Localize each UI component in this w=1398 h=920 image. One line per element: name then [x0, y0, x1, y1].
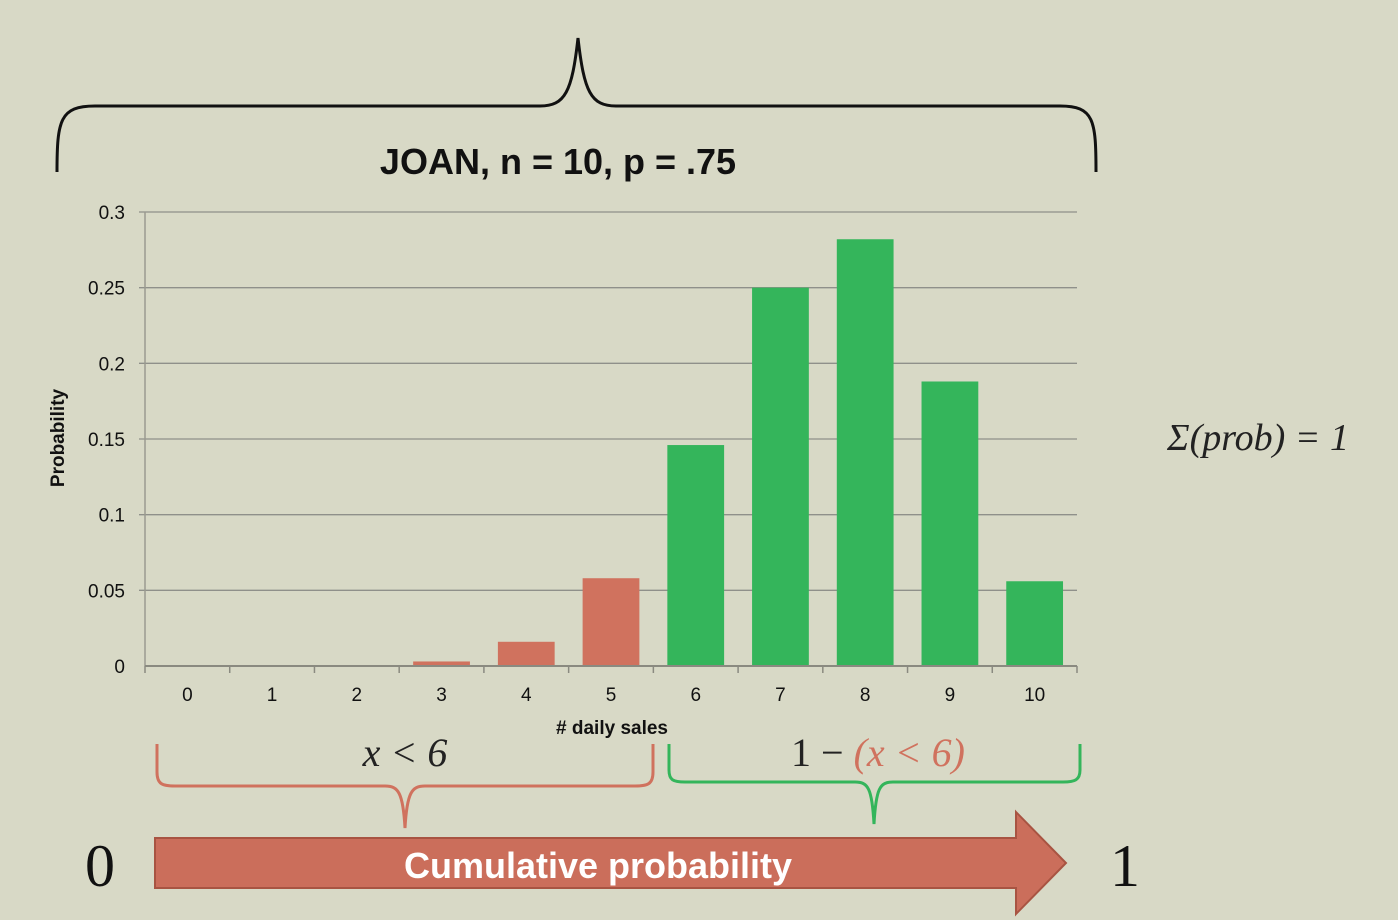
bar-6 [667, 445, 725, 666]
y-tick-label: 0.25 [88, 279, 125, 300]
y-tick-label: 0 [114, 657, 125, 678]
y-axis-label: Probability [48, 388, 69, 487]
bar-8 [836, 239, 894, 667]
right-brace-paren: (x < 6) [854, 730, 965, 775]
arrow-start-label: 0 [85, 833, 115, 899]
x-tick-label: 8 [860, 685, 871, 706]
bars [413, 239, 1064, 667]
y-tick-label: 0.2 [99, 354, 125, 375]
x-tick-label: 0 [182, 685, 193, 706]
right-brace-label: 1 − (x < 6) [791, 730, 965, 775]
x-tick-label: 9 [945, 685, 956, 706]
y-tick-label: 0.15 [88, 430, 125, 451]
right-brace-prefix: 1 − [791, 730, 854, 775]
x-tick-label: 7 [775, 685, 786, 706]
x-tick-label: 2 [352, 685, 363, 706]
gridlines [139, 211, 1077, 591]
x-tick-label: 3 [436, 685, 447, 706]
left-brace [155, 744, 655, 829]
x-tick-label: 10 [1024, 685, 1045, 706]
y-tick-label: 0.3 [99, 203, 125, 224]
chart-title: JOAN, n = 10, p = .75 [380, 141, 736, 182]
x-tick-label: 5 [606, 685, 617, 706]
sum-probability-label: Σ(prob) = 1 [1166, 417, 1349, 459]
bar-7 [752, 287, 809, 666]
bar-4 [497, 641, 555, 666]
x-ticks: 0 1 2 3 4 5 6 7 8 9 10 [144, 666, 1078, 706]
x-tick-label: 1 [267, 685, 278, 706]
bar-10 [1006, 581, 1064, 666]
x-tick-label: 4 [521, 685, 532, 706]
x-tick-label: 6 [690, 685, 701, 706]
right-brace [667, 744, 1082, 825]
y-tick-label: 0.05 [88, 581, 125, 602]
bar-3 [413, 661, 470, 666]
cumulative-arrow [154, 809, 1068, 917]
bar-9 [921, 381, 979, 666]
arrow-label: Cumulative probability [404, 845, 792, 886]
left-brace-label: x < 6 [362, 730, 448, 775]
arrow-end-label: 1 [1110, 833, 1140, 899]
x-axis-label: # daily sales [556, 718, 668, 739]
y-tick-label: 0.1 [99, 506, 125, 527]
top-brace [55, 37, 1098, 173]
bar-5 [582, 578, 640, 666]
y-ticks: 0 0.05 0.1 0.15 0.2 0.25 0.3 [88, 203, 125, 678]
